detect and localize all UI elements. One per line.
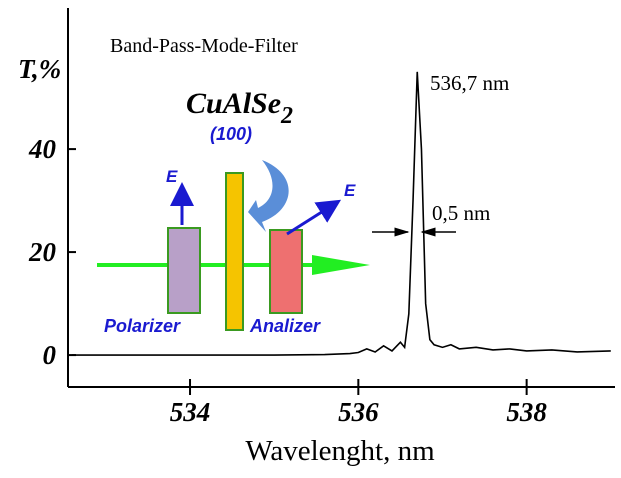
rotation-arrow: [248, 160, 289, 232]
x-axis-label: Wavelenght, nm: [245, 435, 435, 467]
crystal-plate: [225, 172, 244, 331]
polarizer-label: Polarizer: [104, 316, 181, 336]
crystal-label: CuAlSe2: [186, 87, 293, 129]
analyzer-plate: [269, 229, 303, 314]
y-tick-label: 20: [28, 237, 57, 267]
analyzer-label: Analizer: [249, 316, 321, 336]
field-label: E: [166, 167, 178, 186]
y-axis-label: T,%: [18, 54, 61, 84]
spectrum-line: [72, 71, 611, 356]
field-arrow: [286, 199, 342, 236]
field-label: E: [344, 181, 356, 200]
y-tick-label: 40: [28, 134, 57, 164]
x-tick-label: 536: [338, 397, 379, 427]
chart-title: Band-Pass-Mode-Filter: [110, 35, 298, 57]
orientation-label: (100): [210, 124, 252, 144]
width-label: 0,5 nm: [432, 201, 490, 225]
diagram: CuAlSe2 (100) E E Polarizer Analizer: [97, 87, 370, 336]
y-tick-label: 0: [43, 340, 57, 370]
x-tick-label: 534: [170, 397, 211, 427]
x-tick-label: 538: [506, 397, 547, 427]
peak-label: 536,7 nm: [430, 71, 509, 95]
beam-head: [312, 255, 370, 275]
polarizer-plate: [167, 227, 201, 314]
